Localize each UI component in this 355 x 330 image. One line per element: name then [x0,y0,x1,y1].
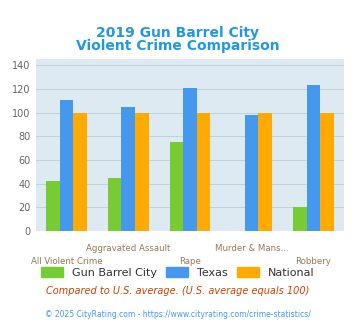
Bar [183,88,197,231]
Text: Aggravated Assault: Aggravated Assault [86,244,170,253]
Text: © 2025 CityRating.com - https://www.cityrating.com/crime-statistics/: © 2025 CityRating.com - https://www.city… [45,310,310,319]
Bar [258,113,272,231]
Legend: Gun Barrel City, Texas, National: Gun Barrel City, Texas, National [36,263,319,282]
Bar [73,113,87,231]
Bar [121,107,135,231]
Bar [170,142,183,231]
Bar [108,178,121,231]
Bar [320,113,334,231]
Text: All Violent Crime: All Violent Crime [31,257,102,266]
Bar [46,181,60,231]
Bar [197,113,210,231]
Bar [135,113,148,231]
Text: Compared to U.S. average. (U.S. average equals 100): Compared to U.S. average. (U.S. average … [46,286,309,296]
Bar [245,115,258,231]
Text: Rape: Rape [179,257,201,266]
Bar [307,85,320,231]
Bar [60,100,73,231]
Text: Violent Crime Comparison: Violent Crime Comparison [76,39,279,53]
Bar [293,207,307,231]
Text: 2019 Gun Barrel City: 2019 Gun Barrel City [96,26,259,40]
Text: Murder & Mans...: Murder & Mans... [215,244,289,253]
Text: Robbery: Robbery [295,257,332,266]
